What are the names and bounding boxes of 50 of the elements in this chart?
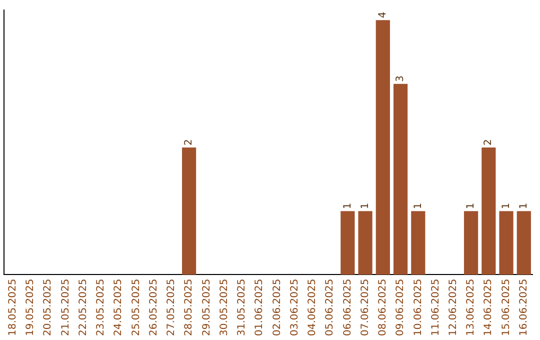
- data-label: 2: [184, 139, 195, 146]
- x-tick-label: 05.06.2025: [324, 278, 336, 336]
- bar: [376, 20, 390, 275]
- data-label: 4: [378, 12, 389, 18]
- data-label: 1: [500, 202, 512, 210]
- x-tick-label: 12.06.2025: [448, 278, 459, 336]
- x-tick-label: 08.06.2025: [378, 278, 389, 336]
- x-tick-label: 13.06.2025: [466, 278, 477, 336]
- data-label: 1: [412, 202, 424, 210]
- bar: [393, 84, 408, 275]
- x-tick-label: 31.05.2025: [236, 278, 248, 336]
- data-label: 3: [395, 75, 406, 82]
- x-tick-label: 03.06.2025: [289, 278, 300, 336]
- x-tick-label: 07.06.2025: [360, 278, 371, 336]
- x-tick-label: 23.05.2025: [96, 278, 107, 336]
- x-tick-label: 10.06.2025: [412, 278, 424, 336]
- data-label: 1: [342, 202, 354, 210]
- bar: [340, 211, 355, 275]
- x-tick-label: 19.05.2025: [25, 278, 36, 336]
- x-tick-label: 29.05.2025: [201, 278, 212, 336]
- bar: [499, 211, 514, 275]
- x-tick-label: 20.05.2025: [42, 278, 54, 336]
- bar: [464, 211, 478, 275]
- bar: [358, 211, 372, 275]
- x-tick-label: 25.05.2025: [130, 278, 142, 336]
- bar: [411, 211, 426, 275]
- x-tick-label: 22.05.2025: [78, 278, 89, 336]
- bar: [516, 211, 531, 275]
- bar: [482, 147, 496, 275]
- x-tick-label: 09.06.2025: [395, 278, 406, 336]
- x-tick-label: 11.06.2025: [430, 278, 442, 336]
- data-label: 1: [360, 202, 371, 210]
- x-tick-label: 24.05.2025: [113, 278, 124, 336]
- x-tick-label: 15.06.2025: [500, 278, 512, 336]
- x-tick-label: 26.05.2025: [148, 278, 160, 336]
- x-tick-label: 06.06.2025: [342, 278, 354, 336]
- x-tick-label: 02.06.2025: [272, 278, 283, 336]
- x-tick-label: 18.05.2025: [7, 278, 18, 336]
- x-tick-label: 14.06.2025: [483, 278, 494, 336]
- data-label: 2: [483, 139, 494, 146]
- x-tick-label: 28.05.2025: [184, 278, 195, 336]
- x-tick-label: 30.05.2025: [218, 278, 230, 336]
- x-tick-label: 16.06.2025: [518, 278, 530, 336]
- data-label: 1: [466, 202, 477, 210]
- x-tick-label: 01.06.2025: [254, 278, 266, 336]
- x-tick-label: 27.05.2025: [166, 278, 178, 336]
- bar: [182, 147, 196, 275]
- data-label: 1: [518, 202, 530, 210]
- x-tick-label: 04.06.2025: [307, 278, 318, 336]
- x-tick-label: 21.05.2025: [60, 278, 72, 336]
